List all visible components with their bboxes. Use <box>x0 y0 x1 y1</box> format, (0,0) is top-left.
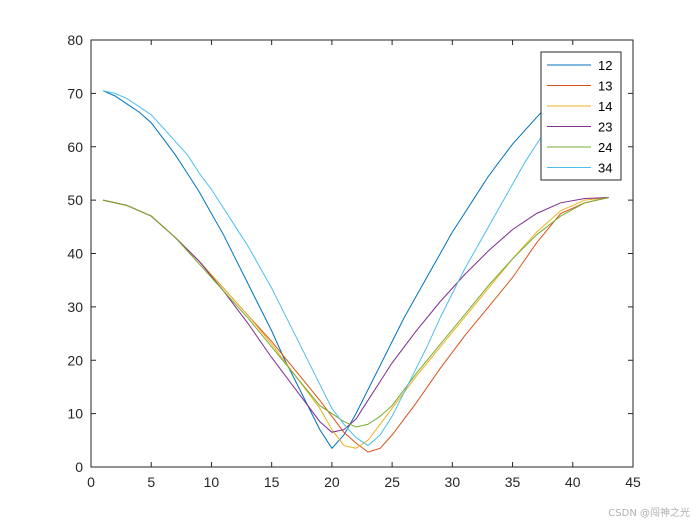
x-tick-label: 30 <box>445 474 461 490</box>
x-tick-label: 45 <box>625 474 641 490</box>
legend-label-34: 34 <box>598 161 612 176</box>
x-tick-label: 10 <box>204 474 220 490</box>
y-tick-label: 30 <box>67 299 83 315</box>
y-tick-label: 20 <box>67 352 83 368</box>
x-tick-label: 15 <box>264 474 280 490</box>
x-tick-label: 40 <box>565 474 581 490</box>
series-line-12 <box>102 90 574 450</box>
x-tick-label: 0 <box>87 474 95 490</box>
legend-label-13: 13 <box>598 79 612 94</box>
y-tick-label: 0 <box>75 459 83 475</box>
legend-label-23: 23 <box>598 120 612 135</box>
x-tick-label: 35 <box>505 474 521 490</box>
legend: 12 13 14 23 24 34 <box>540 51 622 181</box>
x-tick-label: 5 <box>147 474 155 490</box>
y-tick-label: 80 <box>67 32 83 48</box>
legend-label-12: 12 <box>598 58 612 73</box>
y-tick-label: 10 <box>67 406 83 422</box>
y-tick-label: 60 <box>67 139 83 155</box>
series-line-24 <box>102 197 610 428</box>
axes-layer: 0 5 10 15 20 25 30 35 40 45 0 10 20 30 40 50 60 70 80 <box>67 32 641 490</box>
legend-label-24: 24 <box>598 140 612 155</box>
legend-box <box>540 51 622 181</box>
x-tick-label: 25 <box>384 474 400 490</box>
series-line-34 <box>102 90 574 447</box>
y-tick-label: 70 <box>67 85 83 101</box>
series-layer <box>102 90 610 453</box>
watermark-text: CSDN @闯神之光 <box>608 508 690 519</box>
y-tick-label: 50 <box>67 192 83 208</box>
x-tick-label: 20 <box>324 474 340 490</box>
legend-label-14: 14 <box>598 99 612 114</box>
y-tick-label: 40 <box>67 246 83 262</box>
